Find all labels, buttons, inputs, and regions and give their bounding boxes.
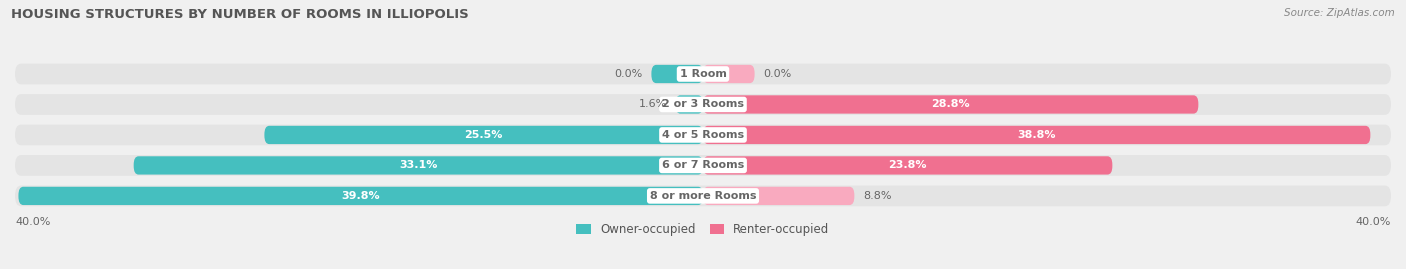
Text: 25.5%: 25.5% <box>464 130 503 140</box>
Text: HOUSING STRUCTURES BY NUMBER OF ROOMS IN ILLIOPOLIS: HOUSING STRUCTURES BY NUMBER OF ROOMS IN… <box>11 8 470 21</box>
FancyBboxPatch shape <box>18 187 703 205</box>
Text: 2 or 3 Rooms: 2 or 3 Rooms <box>662 100 744 109</box>
FancyBboxPatch shape <box>15 125 1391 145</box>
FancyBboxPatch shape <box>15 64 1391 84</box>
Text: 0.0%: 0.0% <box>614 69 643 79</box>
Text: 33.1%: 33.1% <box>399 160 437 171</box>
Text: 38.8%: 38.8% <box>1018 130 1056 140</box>
FancyBboxPatch shape <box>703 65 755 83</box>
FancyBboxPatch shape <box>703 156 1112 175</box>
FancyBboxPatch shape <box>15 94 1391 115</box>
FancyBboxPatch shape <box>134 156 703 175</box>
Text: 40.0%: 40.0% <box>1355 217 1391 226</box>
Text: 1 Room: 1 Room <box>679 69 727 79</box>
FancyBboxPatch shape <box>703 187 855 205</box>
Text: 0.0%: 0.0% <box>763 69 792 79</box>
Text: 6 or 7 Rooms: 6 or 7 Rooms <box>662 160 744 171</box>
Text: 1.6%: 1.6% <box>638 100 666 109</box>
Text: 4 or 5 Rooms: 4 or 5 Rooms <box>662 130 744 140</box>
Text: 8 or more Rooms: 8 or more Rooms <box>650 191 756 201</box>
FancyBboxPatch shape <box>703 95 1198 114</box>
Text: 23.8%: 23.8% <box>889 160 927 171</box>
Text: 39.8%: 39.8% <box>342 191 380 201</box>
Text: Source: ZipAtlas.com: Source: ZipAtlas.com <box>1284 8 1395 18</box>
FancyBboxPatch shape <box>264 126 703 144</box>
Text: 8.8%: 8.8% <box>863 191 891 201</box>
FancyBboxPatch shape <box>703 126 1371 144</box>
Text: 28.8%: 28.8% <box>931 100 970 109</box>
FancyBboxPatch shape <box>15 186 1391 206</box>
FancyBboxPatch shape <box>675 95 703 114</box>
FancyBboxPatch shape <box>15 155 1391 176</box>
Legend: Owner-occupied, Renter-occupied: Owner-occupied, Renter-occupied <box>572 218 834 241</box>
Text: 40.0%: 40.0% <box>15 217 51 226</box>
FancyBboxPatch shape <box>651 65 703 83</box>
